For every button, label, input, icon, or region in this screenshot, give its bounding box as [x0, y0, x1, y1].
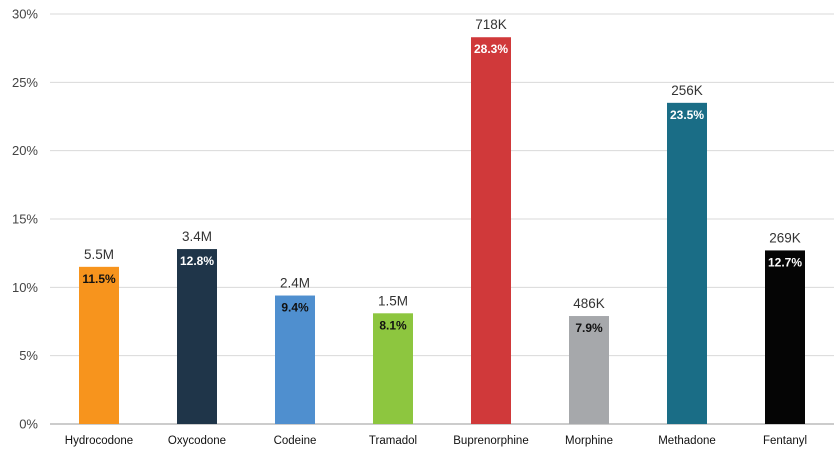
y-tick-label: 25%: [12, 75, 38, 90]
bar: [471, 37, 511, 424]
bar-top-label: 269K: [769, 230, 801, 245]
bar-value-label: 28.3%: [474, 42, 508, 56]
bar-value-label: 9.4%: [281, 301, 309, 315]
x-tick-label: Methadone: [658, 435, 716, 447]
bar-top-label: 2.4M: [280, 276, 310, 291]
bar-top-label: 3.4M: [182, 229, 212, 244]
bar: [373, 313, 413, 424]
bar: [275, 295, 315, 424]
y-axis-ticks: 0% 5% 10% 15% 20% 25% 30%: [12, 7, 38, 432]
bar-top-label: 256K: [671, 83, 703, 98]
bar-value-label: 12.8%: [180, 254, 214, 268]
x-tick-label: Buprenorphine: [453, 435, 528, 447]
y-tick-label: 0%: [19, 417, 38, 432]
x-tick-label: Tramadol: [369, 435, 417, 447]
bar: [569, 316, 609, 424]
y-tick-label: 15%: [12, 212, 38, 227]
bar: [79, 266, 119, 424]
x-tick-label: Hydrocodone: [65, 435, 133, 447]
labels: 11.5% 5.5M Hydrocodone 12.8% 3.4M Oxycodone 9.…: [65, 17, 807, 447]
bar-value-label: 11.5%: [82, 272, 116, 286]
bar-value-label: 7.9%: [575, 321, 603, 335]
x-tick-label: Oxycodone: [168, 435, 226, 447]
bar-value-label: 8.1%: [379, 318, 407, 332]
x-tick-label: Fentanyl: [763, 435, 807, 447]
bar-top-label: 486K: [573, 296, 605, 311]
x-tick-label: Codeine: [274, 435, 317, 447]
bar-top-label: 5.5M: [84, 247, 114, 262]
x-tick-label: Morphine: [565, 435, 613, 447]
y-tick-label: 5%: [19, 348, 38, 363]
gridlines: [50, 13, 834, 425]
bar: [177, 249, 217, 424]
y-tick-label: 10%: [12, 280, 38, 295]
bar-top-label: 718K: [475, 17, 507, 32]
bar: [667, 102, 707, 424]
bar: [765, 250, 805, 424]
bar-top-label: 1.5M: [378, 293, 408, 308]
y-tick-label: 20%: [12, 143, 38, 158]
bar-value-label: 12.7%: [768, 255, 802, 269]
bars: [79, 37, 805, 424]
y-tick-label: 30%: [12, 7, 38, 22]
bar-value-label: 23.5%: [670, 108, 704, 122]
